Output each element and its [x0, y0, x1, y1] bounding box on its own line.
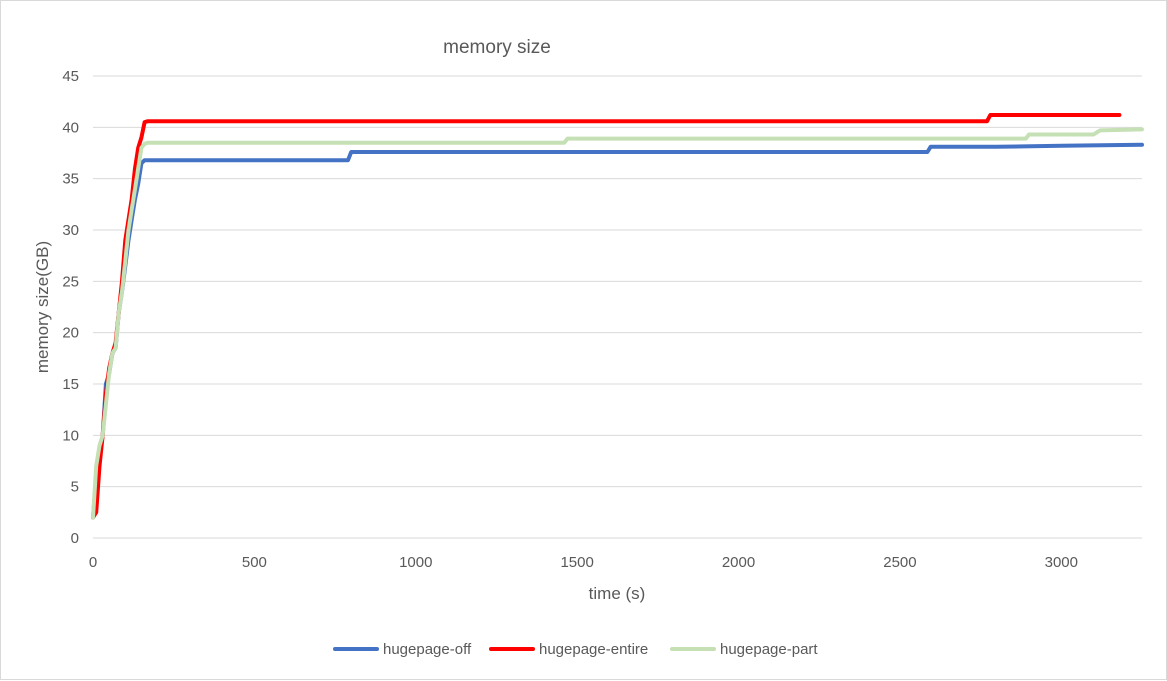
x-tick-label: 2500: [883, 554, 916, 571]
chart-title: memory size: [443, 37, 551, 58]
x-tick-label: 3000: [1045, 554, 1078, 571]
gridlines: [93, 75, 1142, 539]
y-tick-label: 15: [62, 376, 79, 393]
y-tick-label: 30: [62, 222, 79, 239]
legend-label-hugepage-part: hugepage-part: [720, 641, 818, 658]
x-axis-ticks: 0 500 1000 1500 2000 2500 3000: [89, 554, 1078, 571]
series-line-hugepage-part: [91, 127, 1144, 520]
y-tick-label: 5: [71, 479, 79, 496]
x-tick-label: 1500: [560, 554, 593, 571]
x-tick-label: 500: [242, 554, 267, 571]
x-tick-label: 1000: [399, 554, 432, 571]
series-line-hugepage-entire: [91, 113, 1122, 520]
series-line-hugepage-off: [91, 142, 1144, 520]
x-axis-title: time (s): [589, 584, 646, 603]
y-tick-label: 10: [62, 427, 79, 444]
y-axis-ticks: 0 5 10 15 20 25 30 35 40 45: [62, 68, 79, 547]
y-tick-label: 0: [71, 530, 79, 547]
x-tick-label: 2000: [722, 554, 755, 571]
y-tick-label: 35: [62, 171, 79, 188]
y-tick-label: 40: [62, 119, 79, 136]
y-tick-label: 25: [62, 273, 79, 290]
legend: hugepage-off hugepage-entire hugepage-part: [333, 641, 818, 658]
legend-label-hugepage-off: hugepage-off: [383, 641, 472, 658]
y-tick-label: 45: [62, 68, 79, 85]
x-tick-label: 0: [89, 554, 97, 571]
legend-label-hugepage-entire: hugepage-entire: [539, 641, 648, 658]
y-tick-label: 20: [62, 325, 79, 342]
series-lines: [91, 113, 1144, 520]
y-axis-title: memory size(GB): [33, 241, 52, 373]
